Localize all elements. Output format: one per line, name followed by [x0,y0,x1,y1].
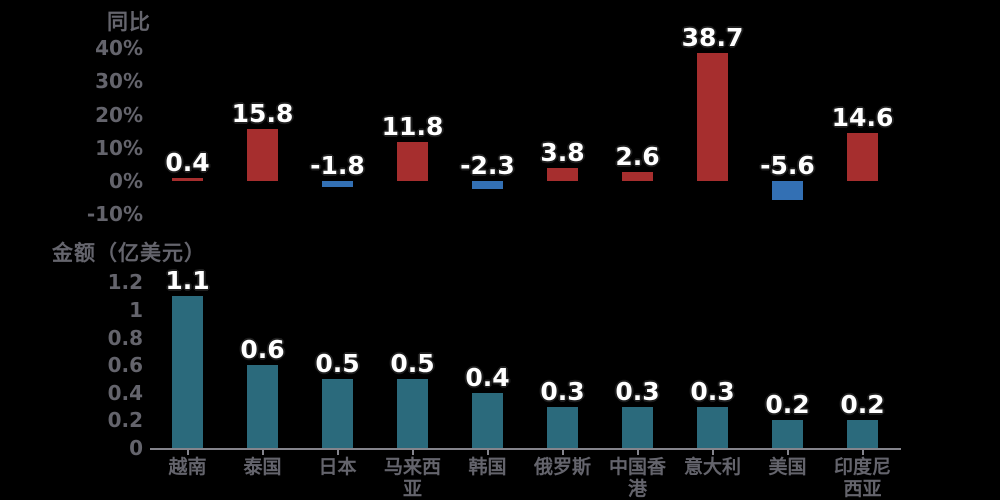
bar-印度尼西亚 [847,132,878,181]
bar-value-label: -1.8 [310,151,365,180]
x-axis-tick-mark [261,450,264,455]
bar-马来西亚 [397,379,428,448]
bar-value-label: 2.6 [615,142,660,172]
bar-越南 [172,178,203,181]
x-category-label: 意大利 [683,456,741,478]
x-axis-tick-mark [861,450,864,455]
bar-意大利 [697,52,728,181]
x-axis-tick-mark [486,450,489,455]
bar-美国 [772,420,803,448]
x-axis-tick-mark [786,450,789,455]
bar-俄罗斯 [547,168,578,181]
y-axis-tick-label: 10% [95,135,143,160]
x-category-label: 中国香港 [608,456,666,500]
bar-韩国 [472,181,503,189]
bar-value-label: 15.8 [231,98,294,128]
bar-value-label: 14.6 [831,102,894,132]
bar-value-label: 0.3 [540,376,585,406]
bar-value-label: 0.2 [840,390,885,420]
x-category-label: 马来西亚 [383,456,441,500]
y-axis-tick-label: 0.2 [107,408,143,433]
x-category-label: 泰国 [243,456,282,478]
y-axis-tick-label: 0.8 [107,325,143,350]
x-axis-tick-mark [411,450,414,455]
bar-value-label: 0.4 [465,362,510,392]
x-category-label: 韩国 [468,456,507,478]
bar-value-label: 0.3 [690,376,735,406]
amount-chart-title: 金额（亿美元） [52,241,206,265]
y-axis-tick-label: 1 [129,298,143,322]
bar-马来西亚 [397,141,428,181]
y-axis-tick-label: 0.4 [107,380,143,405]
x-category-label: 印度尼西亚 [833,456,891,500]
x-category-label: 美国 [768,456,807,478]
bar-value-label: 0.3 [615,376,660,406]
bar-value-label: 3.8 [540,138,585,168]
bar-泰国 [247,128,278,181]
y-axis-tick-label: -10% [86,202,143,227]
x-axis-line [150,448,901,450]
bar-韩国 [472,392,503,448]
x-category-label: 越南 [168,456,207,478]
x-axis-tick-mark [711,450,714,455]
y-axis-tick-label: 0% [109,169,143,193]
y-axis-tick-label: 0 [129,436,143,460]
bar-意大利 [697,406,728,448]
bar-俄罗斯 [547,406,578,448]
bar-value-label: 38.7 [681,22,744,52]
y-axis-tick-label: 40% [95,36,143,61]
bar-value-label: 0.5 [390,349,435,378]
bar-印度尼西亚 [847,420,878,448]
bar-value-label: -2.3 [460,151,515,180]
x-category-label: 日本 [318,456,357,478]
bar-value-label: 1.1 [165,266,210,296]
bar-日本 [322,181,353,187]
bar-value-label: -5.6 [760,151,815,180]
x-axis-tick-mark [636,450,639,455]
bar-泰国 [247,365,278,448]
bar-value-label: 0.5 [315,349,360,378]
bar-越南 [172,296,203,448]
bar-value-label: 0.2 [765,390,810,420]
bar-中国香港 [622,172,653,181]
x-category-label: 俄罗斯 [533,456,591,478]
bar-日本 [322,379,353,448]
y-axis-tick-label: 0.6 [107,353,143,378]
bar-value-label: 0.4 [165,148,210,177]
y-axis-tick-label: 30% [95,69,143,94]
yoy-chart-title: 同比 [107,10,151,34]
bar-中国香港 [622,406,653,448]
y-axis-tick-label: 1.2 [107,270,143,295]
bar-value-label: 11.8 [381,111,444,141]
x-axis-tick-mark [561,450,564,455]
x-axis-tick-mark [336,450,339,455]
bar-美国 [772,181,803,200]
x-axis-tick-mark [186,450,189,455]
y-axis-tick-label: 20% [95,102,143,127]
bar-value-label: 0.6 [240,335,285,365]
